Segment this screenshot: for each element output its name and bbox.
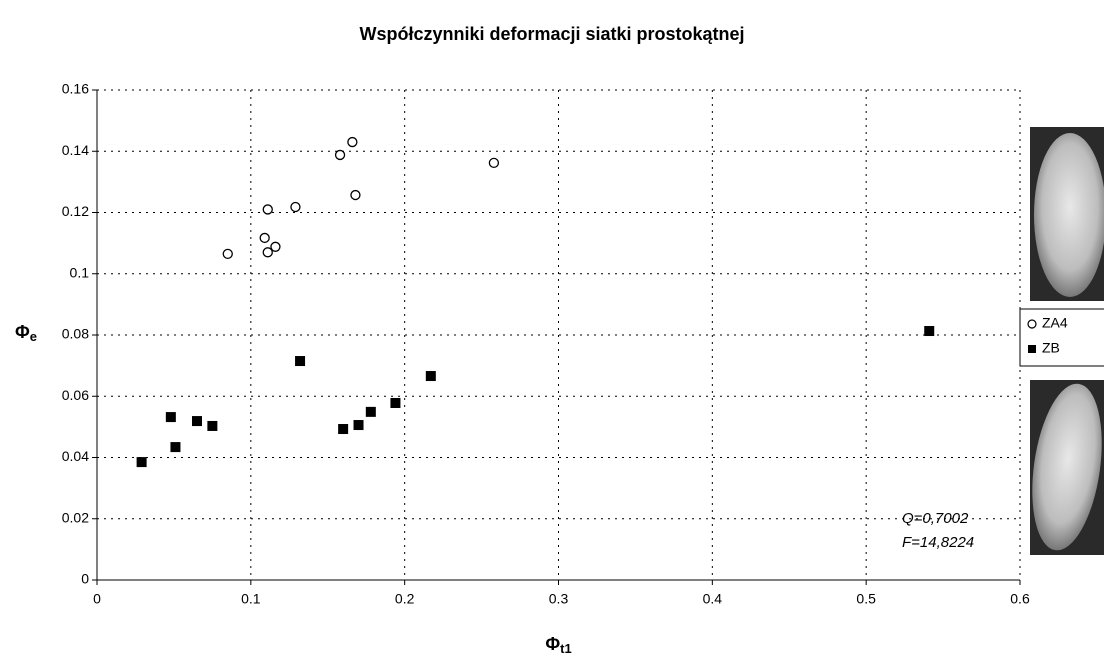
point <box>924 326 935 337</box>
y-tick-label: 0.14 <box>62 142 89 158</box>
y-tick-label: 0.12 <box>62 203 89 219</box>
x-tick-label: 0.3 <box>549 591 569 607</box>
point <box>365 406 376 417</box>
point <box>290 201 301 213</box>
point <box>262 247 273 258</box>
point <box>191 416 202 427</box>
photo-top <box>1030 127 1104 301</box>
point <box>350 189 361 201</box>
x-axis-label: Φt1 <box>545 634 571 657</box>
y-tick-label: 0 <box>81 571 89 587</box>
point <box>207 420 218 431</box>
x-tick-label: 0.4 <box>703 591 723 607</box>
point <box>165 412 176 423</box>
y-axis-label-sub: e <box>30 329 37 344</box>
point <box>338 424 349 435</box>
point <box>390 397 401 408</box>
x-tick-label: 0.1 <box>241 591 261 607</box>
x-tick-label: 0.2 <box>395 591 415 607</box>
y-tick-label: 0.04 <box>62 448 89 464</box>
point <box>295 356 306 367</box>
y-tick-label: 0.02 <box>62 509 89 525</box>
photo-bottom <box>1030 380 1104 555</box>
x-tick-label: 0 <box>93 591 101 607</box>
point <box>353 420 364 431</box>
y-tick-label: 0.06 <box>62 387 89 403</box>
y-axis-label: Φe <box>15 322 37 345</box>
x-tick-label: 0.5 <box>856 591 876 607</box>
point <box>347 136 358 148</box>
point <box>334 149 346 161</box>
point <box>259 232 270 244</box>
point <box>136 457 147 468</box>
legend-label: ZA4 <box>1042 315 1068 331</box>
legend-marker <box>1027 319 1037 329</box>
y-tick-label: 0.16 <box>62 81 89 97</box>
x-axis-label-sub: t1 <box>560 641 572 656</box>
point <box>270 241 281 252</box>
point <box>488 157 500 169</box>
annotation: F=14,8224 <box>902 534 974 551</box>
chart-title: Współczynniki deformacji siatki prostoką… <box>359 24 744 44</box>
legend-marker <box>1028 345 1036 353</box>
annotation: Q=0,7002 <box>902 510 969 527</box>
point <box>425 371 436 382</box>
legend-label: ZB <box>1042 340 1060 356</box>
y-axis-label-symbol: Φ <box>15 322 30 342</box>
point <box>222 248 233 259</box>
point <box>170 442 181 453</box>
y-tick-label: 0.1 <box>70 264 90 280</box>
x-axis-label-symbol: Φ <box>545 634 560 654</box>
point <box>262 204 273 215</box>
y-tick-label: 0.08 <box>62 326 89 342</box>
x-tick-label: 0.6 <box>1010 591 1030 607</box>
legend-box <box>1019 308 1104 367</box>
